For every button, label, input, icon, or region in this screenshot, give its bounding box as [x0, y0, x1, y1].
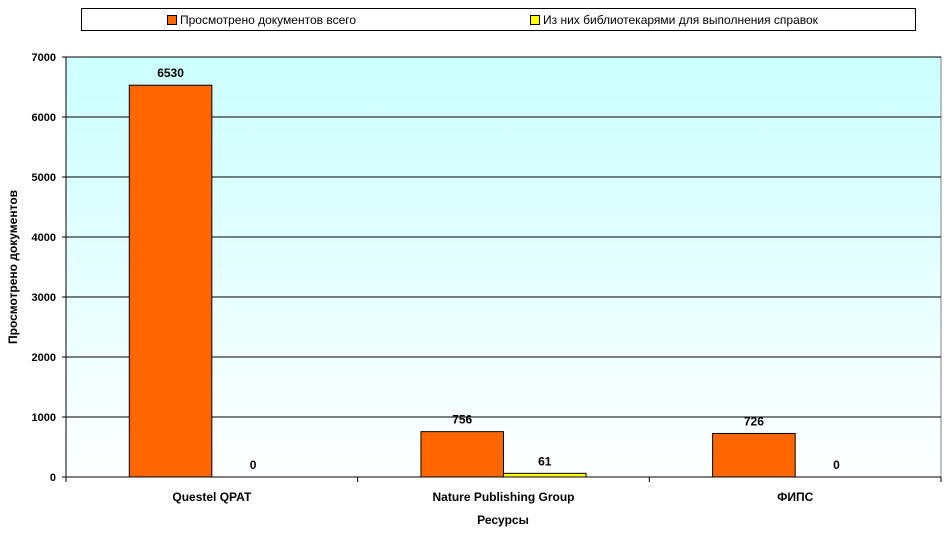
y-tick-label: 5000 — [32, 172, 56, 184]
data-label: 756 — [452, 413, 472, 427]
data-label: 6530 — [157, 66, 184, 80]
bar — [420, 431, 505, 478]
bar — [712, 432, 796, 478]
y-tick-label: 4000 — [32, 232, 56, 244]
bar — [128, 84, 213, 478]
y-tick-label: 0 — [50, 472, 56, 484]
y-tick-label: 6000 — [32, 112, 56, 124]
data-labels: 6530 0 756 61 726 0 — [157, 66, 840, 472]
data-label: 61 — [538, 454, 552, 468]
x-category-label: ФИПС — [777, 490, 813, 504]
data-label: 0 — [833, 458, 840, 472]
legend-swatch-librarians — [530, 15, 540, 25]
legend: Просмотрено документов всего Из них библ… — [81, 8, 916, 31]
y-tick-label: 3000 — [32, 292, 56, 304]
x-category-label: Nature Publishing Group — [432, 490, 574, 504]
legend-label-total: Просмотрено документов всего — [180, 13, 357, 27]
bars — [128, 84, 796, 478]
y-tick-label: 1000 — [32, 412, 56, 424]
legend-label-librarians: Из них библиотекарями для выполнения спр… — [543, 13, 818, 27]
x-axis-title: Ресурсы — [477, 513, 529, 527]
x-axis-categories: Questel QPAT Nature Publishing Group ФИПС — [65, 477, 942, 504]
x-category-label: Questel QPAT — [172, 490, 252, 504]
data-label: 726 — [744, 414, 764, 428]
y-axis-title: Просмотрено документов — [6, 190, 20, 344]
y-tick-label: 7000 — [32, 52, 56, 64]
y-axis-ticks: 0 1000 2000 3000 4000 5000 6000 7000 — [32, 52, 66, 484]
bar — [503, 472, 587, 478]
legend-item-total: Просмотрено документов всего — [167, 13, 356, 27]
y-tick-label: 2000 — [32, 352, 56, 364]
data-label: 0 — [250, 458, 257, 472]
legend-item-librarians: Из них библиотекарями для выполнения спр… — [530, 13, 818, 27]
legend-swatch-total — [167, 15, 177, 25]
